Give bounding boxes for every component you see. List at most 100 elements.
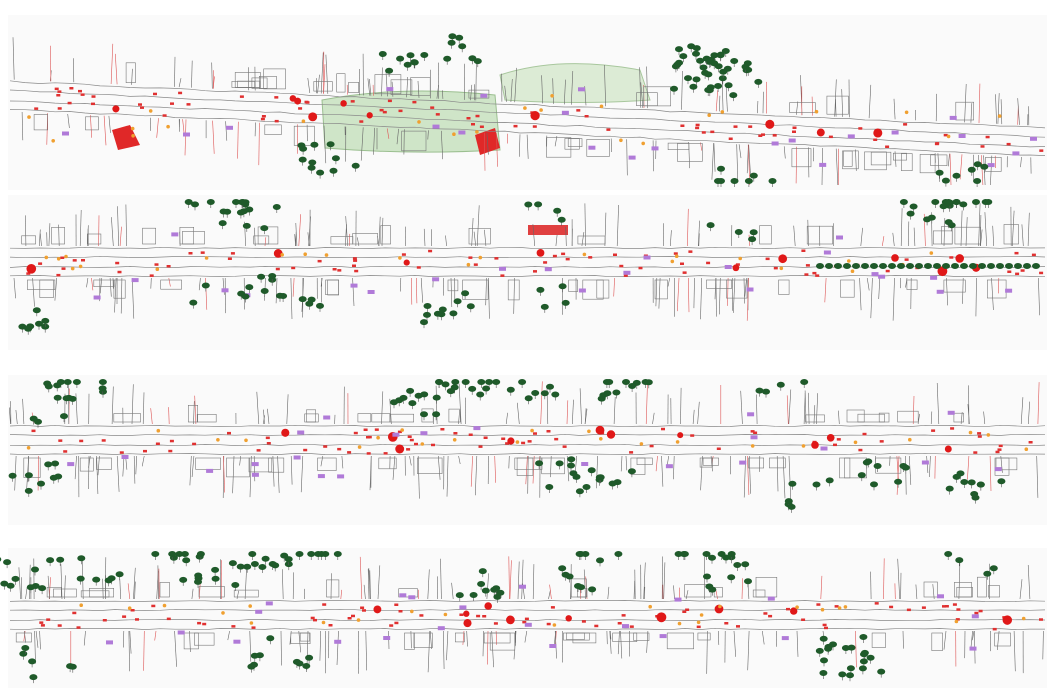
- tree: [762, 388, 770, 395]
- tree: [3, 559, 12, 566]
- sketch-line: [1012, 210, 1015, 247]
- sketch-line: [99, 277, 103, 294]
- red-mark: [690, 434, 695, 437]
- tree: [734, 229, 743, 235]
- sketch-line: [962, 277, 964, 304]
- red-mark: [998, 444, 1003, 448]
- building: [268, 457, 285, 473]
- red-mark: [680, 262, 684, 265]
- sketch-line: [486, 132, 489, 155]
- building: [748, 457, 764, 469]
- sketch-line: [193, 401, 195, 425]
- orange-dot: [720, 110, 725, 114]
- sketch-line: [300, 455, 304, 493]
- sketch-line: [965, 217, 968, 247]
- purple-mark: [921, 460, 929, 465]
- tree: [53, 394, 62, 401]
- tree: [385, 67, 394, 74]
- orange-dot: [699, 613, 704, 617]
- sketch-line: [564, 79, 566, 105]
- sketch-line: [572, 399, 574, 425]
- sketch-line: [639, 67, 642, 108]
- building: [667, 142, 690, 151]
- tree: [859, 658, 868, 665]
- tree: [941, 177, 950, 184]
- tree: [843, 263, 851, 269]
- tree: [944, 219, 953, 226]
- orange-dot: [599, 104, 604, 109]
- red-mark: [546, 622, 551, 626]
- sketch-line: [381, 391, 384, 425]
- orange-dot: [599, 437, 603, 441]
- tree: [561, 299, 570, 306]
- tree: [575, 551, 584, 557]
- sketch-line: [808, 147, 810, 178]
- sketch-line: [803, 392, 806, 425]
- red-mark: [822, 623, 827, 627]
- park: [499, 63, 651, 103]
- red-mark: [383, 452, 388, 455]
- building: [930, 154, 948, 166]
- red-mark: [546, 430, 551, 433]
- tree: [115, 571, 124, 578]
- tree: [245, 284, 254, 291]
- red-mark: [166, 617, 171, 621]
- sketch-line: [441, 130, 443, 160]
- red-mark: [435, 113, 440, 116]
- purple-mark: [255, 609, 263, 614]
- sketch-line: [451, 582, 454, 600]
- building: [570, 578, 587, 598]
- tree: [800, 379, 809, 385]
- tree: [351, 162, 360, 169]
- road-line: [9, 89, 1046, 138]
- tree: [60, 413, 68, 420]
- red-mark: [363, 428, 368, 431]
- tree: [944, 551, 953, 557]
- purple-mark: [767, 596, 775, 601]
- sketch-line: [396, 128, 399, 145]
- red-mark: [1039, 149, 1044, 152]
- sketch-line: [212, 120, 215, 154]
- sketch-line: [883, 558, 885, 600]
- tree: [231, 582, 240, 588]
- red-mark: [728, 137, 733, 140]
- orange-dot: [216, 438, 220, 442]
- orange-dot: [929, 251, 934, 255]
- tree: [860, 651, 868, 658]
- sketch-line: [995, 94, 997, 124]
- red-mark: [239, 95, 244, 98]
- sketch-line: [496, 133, 498, 167]
- building: [941, 226, 953, 245]
- sketch-line: [194, 395, 197, 425]
- sketch-line: [958, 562, 961, 600]
- sketch-line: [282, 569, 284, 600]
- sketch-line: [143, 630, 145, 671]
- tree: [438, 306, 447, 313]
- tree: [308, 159, 317, 166]
- sketch-line: [429, 630, 432, 650]
- red-mark: [682, 271, 687, 274]
- building: [251, 77, 268, 89]
- building: [568, 279, 578, 292]
- red-mark: [824, 626, 828, 630]
- purple-mark: [665, 464, 673, 469]
- orange-dot: [131, 134, 135, 138]
- sketch-line: [473, 231, 476, 247]
- tree: [19, 650, 28, 657]
- red-mark: [533, 432, 537, 435]
- sketch-line: [504, 85, 507, 102]
- red-mark: [479, 125, 484, 128]
- tree: [232, 199, 240, 205]
- red-mark: [328, 624, 333, 627]
- orange-dot: [675, 440, 680, 444]
- orange-dot: [26, 446, 31, 450]
- tree: [942, 263, 950, 269]
- tree: [692, 50, 700, 57]
- sketch-line: [610, 630, 612, 640]
- red-mark: [337, 269, 342, 272]
- sketch-line: [685, 590, 689, 600]
- tree: [34, 418, 42, 425]
- orange-dot: [221, 611, 225, 615]
- orange-dot: [417, 120, 421, 124]
- red-mark: [468, 433, 473, 436]
